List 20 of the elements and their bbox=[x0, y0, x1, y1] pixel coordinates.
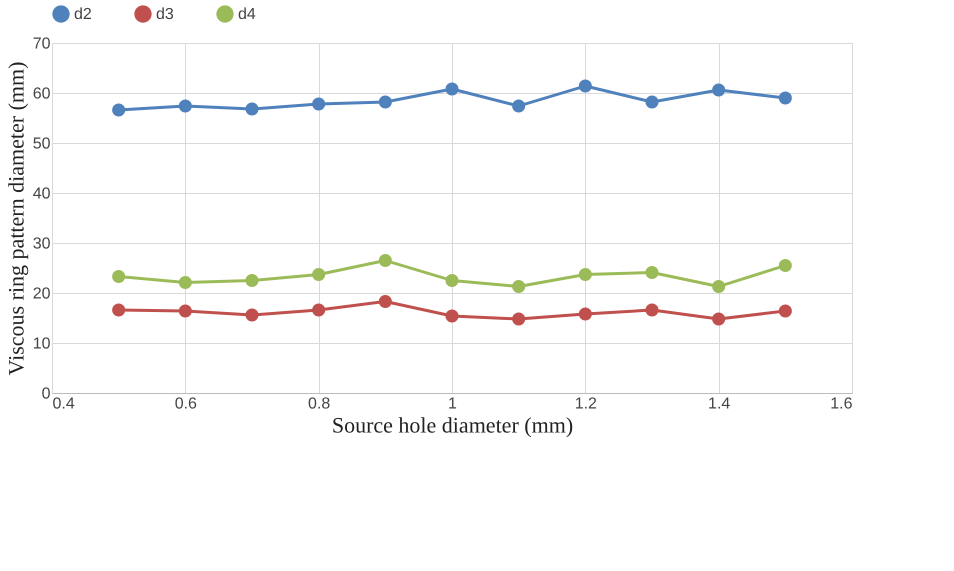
y-tick-label: 20 bbox=[32, 286, 51, 302]
x-axis-title: Source hole diameter (mm) bbox=[332, 412, 574, 438]
y-tick-label: 30 bbox=[32, 236, 51, 252]
x-tick-label: 1.2 bbox=[574, 396, 598, 412]
legend-label: d3 bbox=[156, 6, 174, 24]
y-axis-title: Viscous ring pattern diameter (mm) bbox=[4, 62, 29, 376]
y-tick-label: 10 bbox=[32, 336, 51, 352]
y-tick-label: 0 bbox=[42, 386, 51, 402]
y-tick-label: 40 bbox=[32, 186, 51, 202]
x-tick-label: 1 bbox=[448, 396, 458, 412]
legend-label: d2 bbox=[74, 6, 92, 24]
legend-label: d4 bbox=[238, 6, 256, 24]
x-tick-label: 0.8 bbox=[308, 396, 330, 412]
x-tick-label: 1.6 bbox=[830, 396, 853, 412]
y-tick-label: 50 bbox=[32, 136, 51, 152]
y-tick-label: 70 bbox=[32, 36, 51, 52]
y-tick-label: 60 bbox=[32, 86, 51, 102]
x-tick-label: 0.4 bbox=[52, 396, 75, 412]
x-tick-label: 0.6 bbox=[174, 396, 198, 412]
x-tick-label: 1.4 bbox=[708, 396, 730, 412]
